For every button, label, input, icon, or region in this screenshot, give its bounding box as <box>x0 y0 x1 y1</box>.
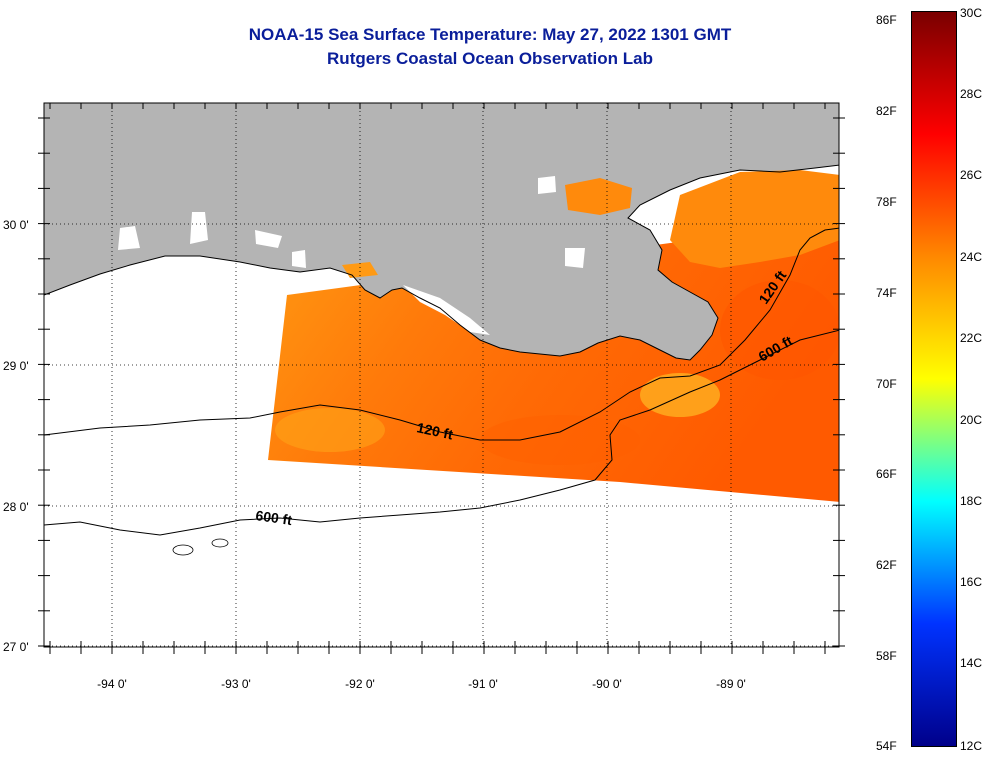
bay <box>565 178 632 215</box>
cloud <box>565 248 585 268</box>
bay <box>670 170 839 268</box>
isobath-120ft <box>44 227 839 441</box>
lon-label: -91 0' <box>468 677 498 691</box>
lon-label: -89 0' <box>716 677 746 691</box>
colorbar-f-label: 86F <box>876 13 897 27</box>
lon-label: -90 0' <box>592 677 622 691</box>
colorbar-c-label: 18C <box>960 494 983 508</box>
lat-label: 29 0' <box>3 359 29 373</box>
lat-label: 27 0' <box>3 640 29 654</box>
plot-frame <box>43 102 840 648</box>
sst-patch-cool <box>275 408 385 452</box>
colorbar-f-label: 70F <box>876 377 897 391</box>
lat-label: 30 0' <box>3 218 29 232</box>
colorbar-f-label: 74F <box>876 286 897 300</box>
colorbar-f-label: 54F <box>876 739 897 753</box>
cloud <box>538 176 556 194</box>
colorbar <box>911 11 957 747</box>
colorbar-c-label: 24C <box>960 250 983 264</box>
cloud <box>190 212 208 244</box>
colorbar-f-label: 66F <box>876 467 897 481</box>
colorbar-c-label: 26C <box>960 168 983 182</box>
colorbar-c-label: 28C <box>960 87 983 101</box>
cloud <box>292 250 306 268</box>
colorbar-c-label: 22C <box>960 331 983 345</box>
colorbar-f-label: 58F <box>876 649 897 663</box>
colorbar-c-label: 30C <box>960 6 983 20</box>
isobath-600ft-island <box>211 538 229 548</box>
colorbar-c-label: 16C <box>960 575 983 589</box>
colorbar-c-label: 12C <box>960 739 983 753</box>
chart-title-line2: Rutgers Coastal Ocean Observation Lab <box>327 49 653 68</box>
sst-patch-cool <box>640 373 720 417</box>
sst-patch-warm <box>480 415 640 465</box>
land <box>44 103 839 360</box>
colorbar-f-label: 62F <box>876 558 897 572</box>
bay <box>342 262 378 278</box>
isobath-600ft <box>44 329 839 536</box>
lon-label: -92 0' <box>345 677 375 691</box>
cloud <box>403 285 490 335</box>
lon-label: -94 0' <box>97 677 127 691</box>
contour-label: 600 ft <box>255 507 294 528</box>
contour-label: 120 ft <box>415 419 454 442</box>
chart-title-line1: NOAA-15 Sea Surface Temperature: May 27,… <box>248 25 732 44</box>
lon-label: -93 0' <box>221 677 251 691</box>
colorbar-f-label: 82F <box>876 104 897 118</box>
axis-ticks <box>38 103 845 654</box>
graticule <box>44 103 839 647</box>
cloud <box>255 230 282 248</box>
colorbar-f-label: 78F <box>876 195 897 209</box>
colorbar-c-label: 20C <box>960 413 983 427</box>
cloud <box>118 226 140 250</box>
lat-label: 28 0' <box>3 500 29 514</box>
sst-patch-warm <box>720 280 839 380</box>
coastline <box>44 164 839 361</box>
colorbar-c-label: 14C <box>960 656 983 670</box>
isobath-600ft-island <box>172 544 194 556</box>
